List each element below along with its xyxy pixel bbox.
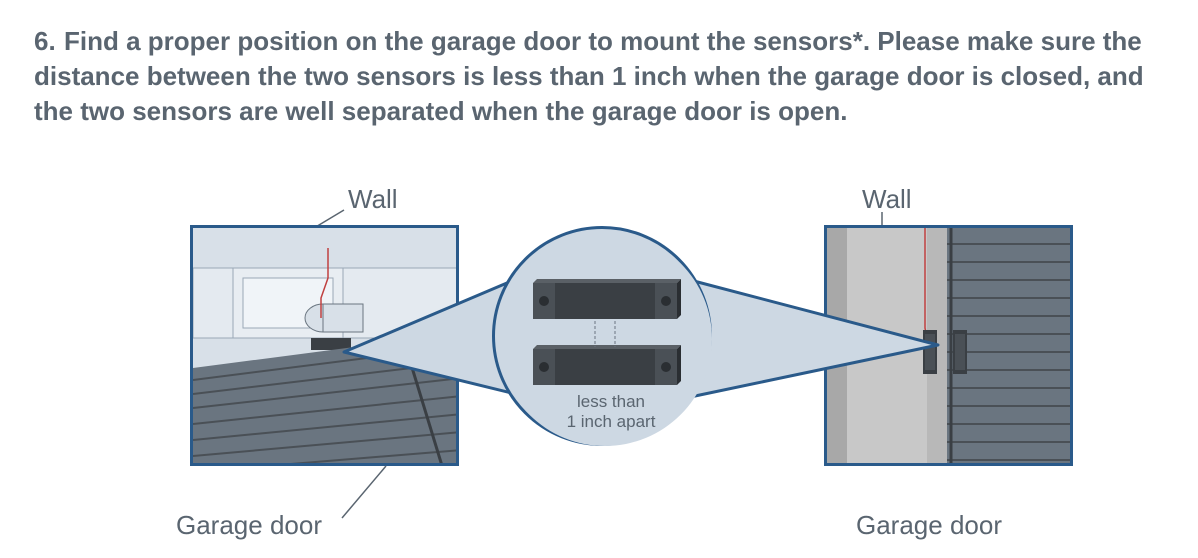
step-body: Find a proper position on the garage doo…: [34, 26, 1144, 126]
label-inch-apart-1: less than: [556, 392, 666, 412]
label-garage-right: Garage door: [856, 510, 1002, 541]
label-inch-apart-2: 1 inch apart: [546, 412, 676, 432]
label-wall-left: Wall: [348, 184, 398, 215]
instruction-text: 6.Find a proper position on the garage d…: [34, 24, 1168, 129]
diagram-panel-right: [824, 225, 1073, 466]
step-number: 6.: [34, 24, 64, 59]
diagram-panel-left: [190, 225, 459, 466]
label-wall-right: Wall: [862, 184, 912, 215]
label-garage-left: Garage door: [176, 510, 322, 541]
leader-garage-left: [340, 460, 400, 520]
